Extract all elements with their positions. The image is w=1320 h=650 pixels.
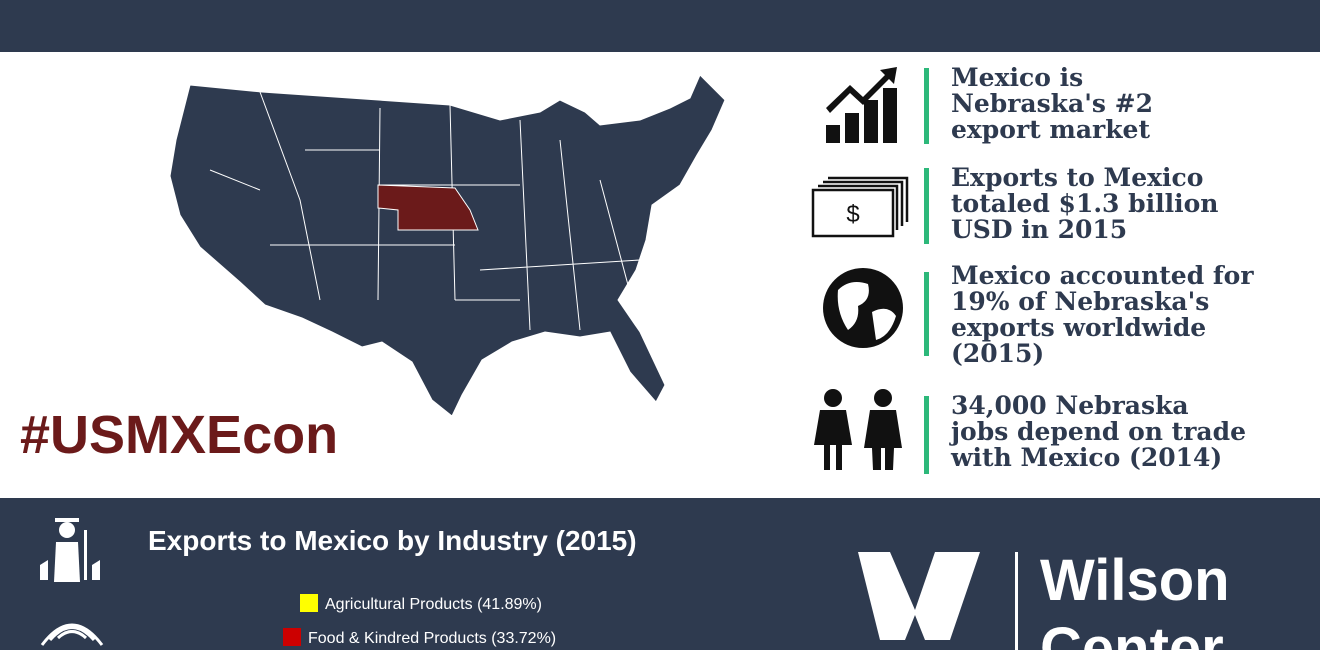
top-bar <box>0 0 1320 52</box>
growth-icon <box>826 67 897 143</box>
us-map <box>169 74 726 417</box>
money-icon: $ <box>811 176 909 238</box>
legend-label: Food & Kindred Products (33.72%) <box>308 630 556 647</box>
svg-text:$: $ <box>846 201 859 228</box>
fact-line: Exports to Mexico <box>951 163 1203 192</box>
legend-swatch <box>283 628 301 646</box>
legend: Agricultural Products (41.89%) Food & Kin… <box>283 594 556 647</box>
farmer-icon <box>40 518 100 582</box>
fact-line: 34,000 Nebraska <box>951 391 1189 420</box>
legend-label: Agricultural Products (41.89%) <box>325 596 542 613</box>
logo-line: Center <box>1040 616 1224 650</box>
hashtag: #USMXEcon <box>20 405 338 465</box>
fact-line: exports worldwide <box>951 313 1206 342</box>
logo-line: Wilson <box>1040 548 1230 613</box>
legend-swatch <box>300 594 318 612</box>
fact-line: USD in 2015 <box>951 215 1127 244</box>
fact-line: Mexico accounted for <box>951 261 1254 290</box>
nebraska <box>377 184 479 231</box>
fact-line: totaled $1.3 billion <box>951 189 1218 218</box>
people-icon <box>814 389 902 470</box>
fact-line: (2015) <box>951 339 1044 368</box>
fact-line: Nebraska's #2 <box>951 89 1153 118</box>
fact-line: jobs depend on trade <box>949 417 1246 446</box>
bottom-panel <box>0 498 1320 650</box>
section-title: Exports to Mexico by Industry (2015) <box>148 525 637 556</box>
food-icon <box>40 623 104 646</box>
globe-icon <box>823 268 903 348</box>
fact-line: Mexico is <box>951 63 1083 92</box>
separators <box>924 68 929 474</box>
fact-line: export market <box>951 115 1150 144</box>
fact-line: with Mexico (2014) <box>950 443 1222 472</box>
wilson-logo: Wilson Center <box>858 548 1230 650</box>
fact-line: 19% of Nebraska's <box>951 287 1209 316</box>
